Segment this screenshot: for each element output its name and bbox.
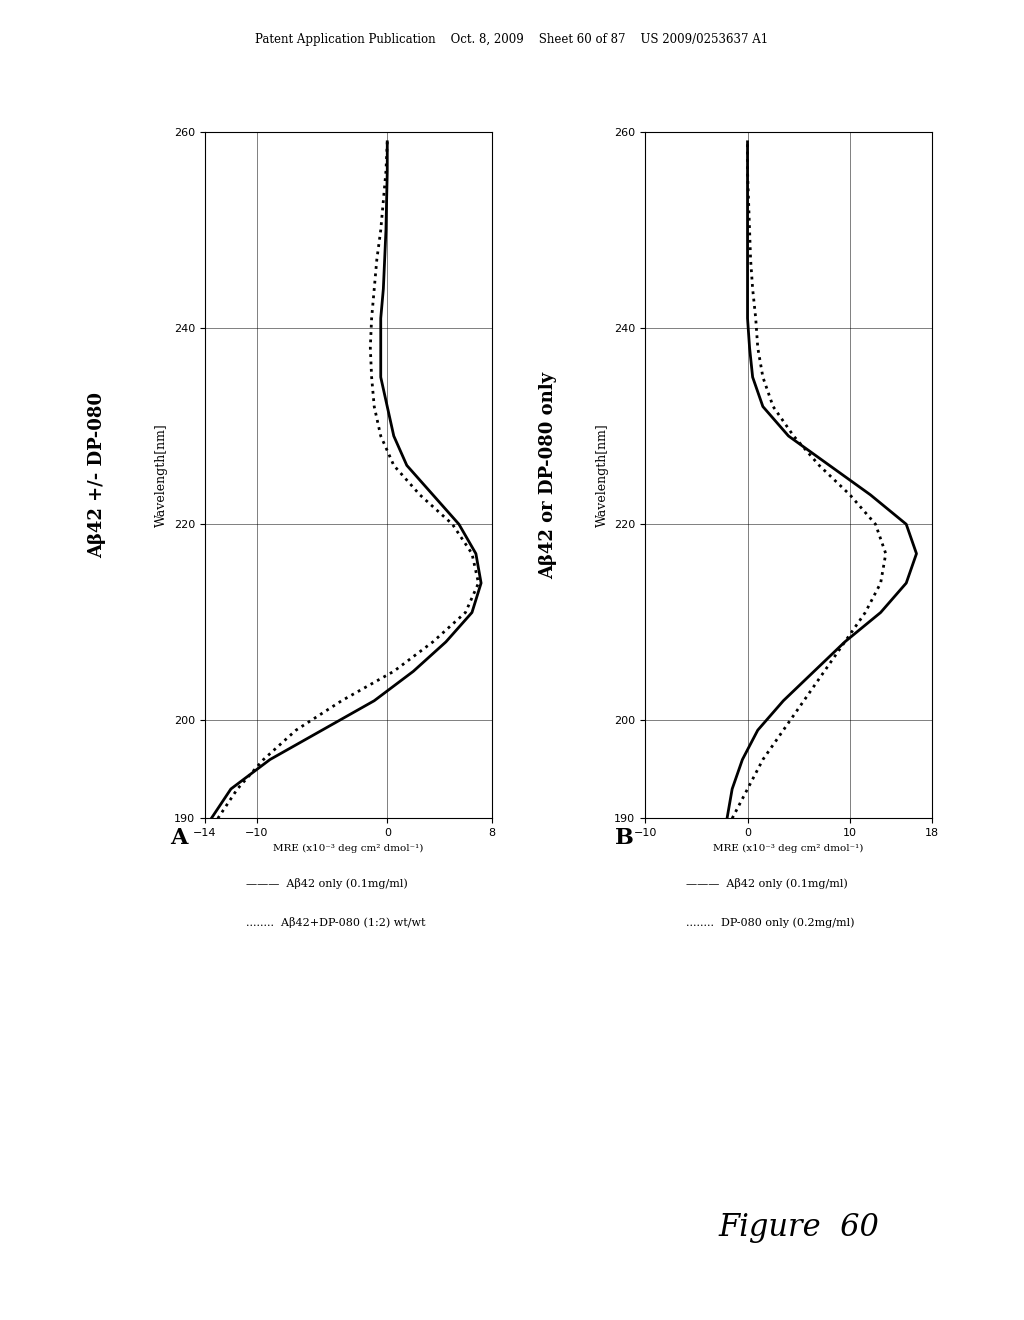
Text: Figure  60: Figure 60 (718, 1212, 880, 1243)
X-axis label: MRE (x10⁻³ deg cm² dmol⁻¹): MRE (x10⁻³ deg cm² dmol⁻¹) (273, 843, 423, 853)
X-axis label: MRE (x10⁻³ deg cm² dmol⁻¹): MRE (x10⁻³ deg cm² dmol⁻¹) (714, 843, 863, 853)
Text: ........  DP-080 only (0.2mg/ml): ........ DP-080 only (0.2mg/ml) (686, 917, 855, 928)
Text: Patent Application Publication    Oct. 8, 2009    Sheet 60 of 87    US 2009/0253: Patent Application Publication Oct. 8, 2… (255, 33, 769, 46)
Text: ———  Aβ42 only (0.1mg/ml): ——— Aβ42 only (0.1mg/ml) (246, 878, 408, 888)
Text: ———  Aβ42 only (0.1mg/ml): ——— Aβ42 only (0.1mg/ml) (686, 878, 848, 888)
Text: Aβ42 +/- DP-080: Aβ42 +/- DP-080 (88, 392, 106, 558)
Y-axis label: Wavelength[nm]: Wavelength[nm] (596, 424, 608, 527)
Text: A: A (171, 828, 187, 849)
Text: B: B (615, 828, 634, 849)
Y-axis label: Wavelength[nm]: Wavelength[nm] (156, 424, 168, 527)
Text: Aβ42 or DP-080 only: Aβ42 or DP-080 only (539, 372, 557, 578)
Text: ........  Aβ42+DP-080 (1:2) wt/wt: ........ Aβ42+DP-080 (1:2) wt/wt (246, 917, 425, 928)
